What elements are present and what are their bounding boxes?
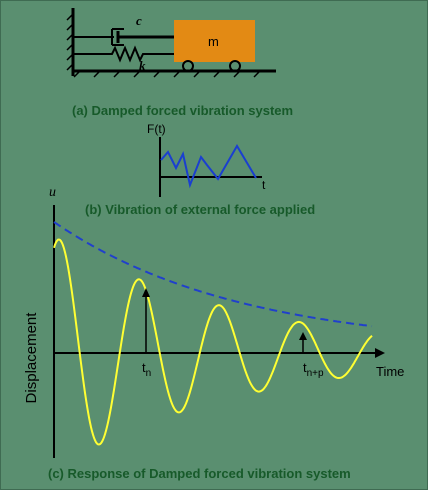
envelope-curve xyxy=(53,221,373,328)
caption-c: (c) Response of Damped forced vibration … xyxy=(48,466,351,481)
force-y-label: F(t) xyxy=(147,122,166,136)
caption-a: (a) Damped forced vibration system xyxy=(72,103,293,118)
response-time-label: Time xyxy=(376,364,404,379)
response-x-arrow xyxy=(375,348,385,358)
mass-block xyxy=(174,20,255,62)
response-u-label: u xyxy=(49,185,56,200)
tn-arrowhead xyxy=(142,288,150,297)
tnp-label: tn+p xyxy=(303,360,324,379)
wheel-icon xyxy=(229,60,241,72)
damper-icon xyxy=(73,28,174,46)
response-y-label: Displacement xyxy=(23,312,40,404)
response-curve xyxy=(53,238,373,446)
spring-label: k xyxy=(139,58,146,73)
ground-hatch-icon xyxy=(73,69,276,78)
force-x-label: t xyxy=(262,178,266,192)
force-curve xyxy=(160,144,257,189)
mass-label: m xyxy=(208,34,219,49)
caption-b: (b) Vibration of external force applied xyxy=(85,202,315,217)
tnp-arrowhead xyxy=(299,332,307,340)
damper-label: c xyxy=(136,13,142,28)
tn-label: tn xyxy=(142,360,151,379)
wheel-icon xyxy=(182,60,194,72)
spring-icon xyxy=(73,45,174,63)
wall-hatch-icon xyxy=(66,8,75,76)
